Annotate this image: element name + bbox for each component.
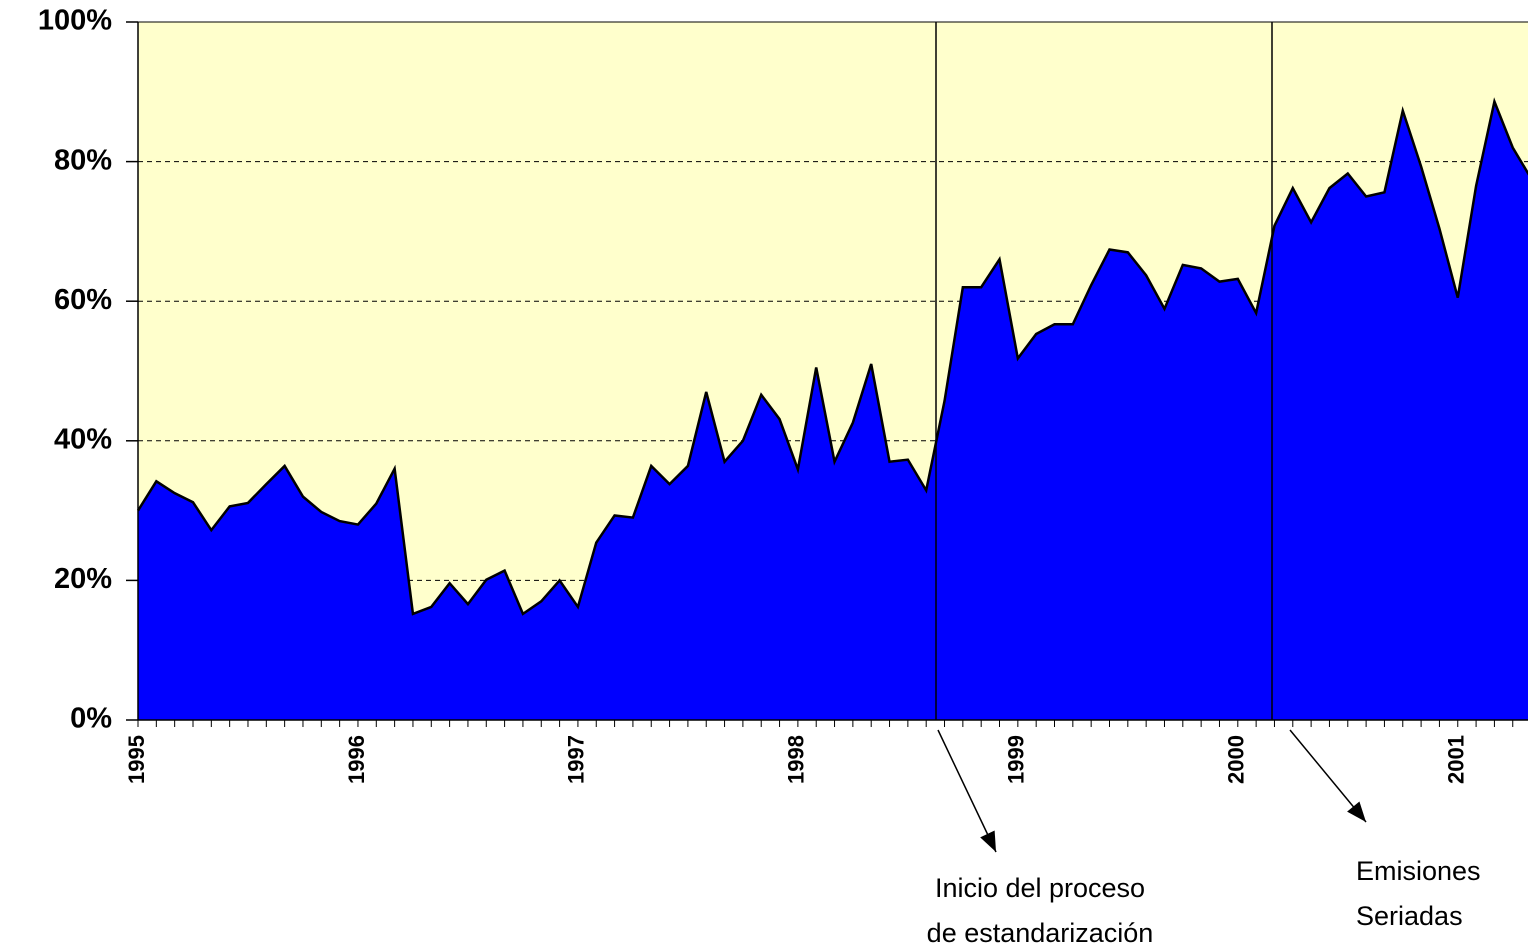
x-tick-label: 2001 [1444,735,1469,784]
arrow-head [1347,801,1366,822]
x-tick-label: 1999 [1004,735,1029,784]
y-tick-label: 60% [54,284,112,316]
annotation: Emisiones [1356,856,1481,886]
x-tick-label: 1998 [784,735,809,784]
arrow-head [980,830,996,852]
area [138,101,1528,720]
annotation: Seriadas [1356,901,1463,931]
arrow-line [937,729,997,853]
y-tick-label: 40% [54,423,112,455]
area-outline [136,97,1528,616]
x-tick-label: 2000 [1224,735,1249,784]
annotation: de estandarización [927,918,1154,948]
y-tick-label: 0% [70,703,112,735]
y-tick-label: 100% [38,5,112,37]
x-tick-label: 1997 [564,735,589,784]
x-tick-label: 1995 [124,735,149,784]
x-tick-label: 1996 [344,735,369,784]
annotation: Inicio del proceso [935,873,1145,903]
y-tick-label: 80% [54,144,112,176]
y-tick-label: 20% [54,563,112,595]
